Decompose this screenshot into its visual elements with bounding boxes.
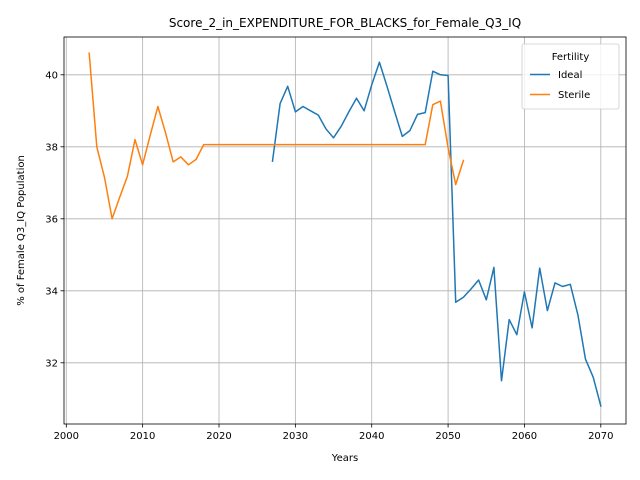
plot-frame xyxy=(63,36,627,425)
y-tick-label: 38 xyxy=(45,142,58,153)
x-tick-label: 2050 xyxy=(435,431,460,442)
legend-label-sterile: Sterile xyxy=(558,90,590,101)
x-tick-label: 2020 xyxy=(206,431,231,442)
x-tick-label: 2030 xyxy=(283,431,308,442)
legend-items: Ideal Sterile xyxy=(530,70,590,101)
ticks: 2000 2010 2020 2030 2040 2050 2060 2070 32 34 36 38… xyxy=(45,70,613,442)
series-line-ideal xyxy=(271,61,602,407)
legend-box xyxy=(521,43,620,110)
y-tick-label: 34 xyxy=(45,286,58,297)
x-tick-label: 2070 xyxy=(588,431,613,442)
legend-title: Fertility xyxy=(552,52,590,63)
grid xyxy=(64,37,626,424)
x-tick-label: 2060 xyxy=(512,431,537,442)
x-tick-label: 2010 xyxy=(130,431,155,442)
x-tick-label: 2040 xyxy=(359,431,384,442)
x-axis-label: Years xyxy=(331,453,358,464)
y-axis-label: % of Female Q3_IQ Population xyxy=(16,155,27,306)
series-layer xyxy=(88,52,602,407)
y-tick-label: 40 xyxy=(45,70,58,81)
legend-label-ideal: Ideal xyxy=(558,70,582,81)
y-tick-label: 32 xyxy=(45,358,58,369)
y-tick-label: 36 xyxy=(45,214,58,225)
series-line-sterile xyxy=(88,52,465,220)
legend: Fertility Ideal Sterile xyxy=(521,43,620,110)
x-tick-label: 2000 xyxy=(54,431,79,442)
chart-title: Score_2_in_EXPENDITURE_FOR_BLACKS_for_Fe… xyxy=(169,16,521,30)
